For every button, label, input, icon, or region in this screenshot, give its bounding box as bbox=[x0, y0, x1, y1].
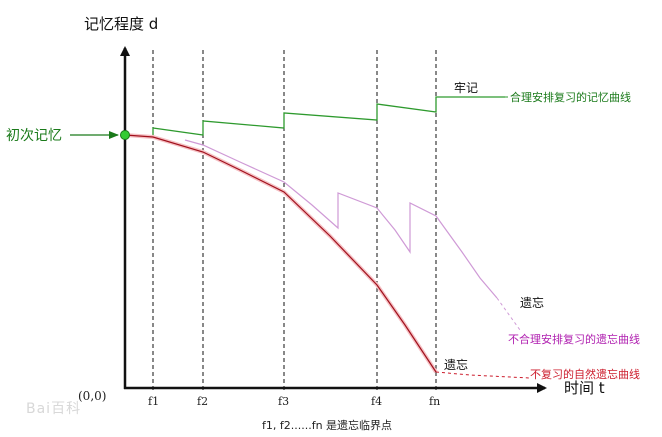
tick-f1: f1 bbox=[148, 395, 160, 408]
tick-fn: fn bbox=[429, 395, 441, 408]
red-forgetting-curve bbox=[124, 134, 437, 373]
green-curve-legend: 合理安排复习的记忆曲线 bbox=[510, 91, 631, 104]
pink-forget-label: 遗忘 bbox=[520, 296, 545, 310]
tick-f2: f2 bbox=[197, 395, 209, 408]
pink-forgetting-curve-tail bbox=[496, 297, 521, 331]
diagram-caption: f1, f2......fn 是遗忘临界点 bbox=[262, 419, 393, 432]
pink-curve-legend: 不合理安排复习的遗忘曲线 bbox=[508, 333, 640, 346]
green-memory-curve bbox=[152, 96, 505, 137]
watermark: Bai百科 bbox=[26, 401, 82, 417]
x-axis-label: 时间 t bbox=[564, 379, 605, 397]
origin-label: (0,0) bbox=[78, 389, 107, 403]
red-forgetting-curve-tail bbox=[435, 371, 531, 379]
red-curve-legend: 不复习的自然遗忘曲线 bbox=[530, 368, 640, 381]
critical-point-lines bbox=[152, 50, 437, 390]
red-forget-label: 遗忘 bbox=[444, 358, 469, 372]
tick-f4: f4 bbox=[371, 395, 383, 408]
initial-memory-point bbox=[120, 130, 130, 140]
pink-forgetting-curve bbox=[184, 139, 498, 299]
tick-f3: f3 bbox=[278, 395, 290, 408]
y-axis-label: 记忆程度 d bbox=[84, 15, 159, 33]
red-forgetting-curve-glow bbox=[124, 133, 438, 374]
initial-memory-label: 初次记忆 bbox=[6, 128, 62, 144]
firm-memory-label: 牢记 bbox=[454, 81, 479, 95]
